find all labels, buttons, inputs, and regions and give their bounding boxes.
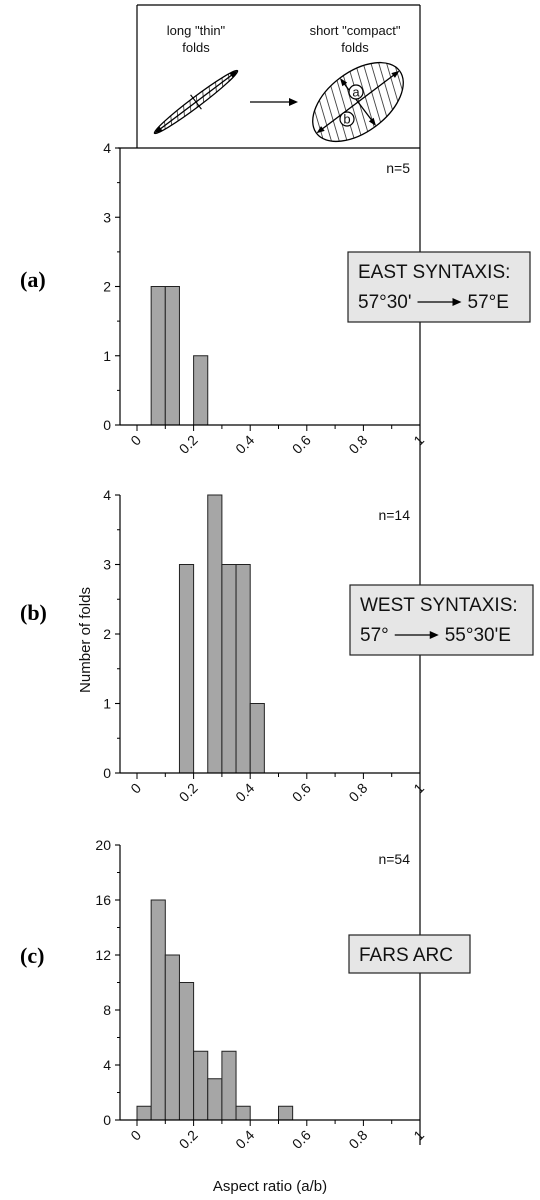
bar-3-8 <box>235 1105 251 1121</box>
panel-1: 0 1 2 3 4 0 0.2 0.4 0.6 0.8 1 n=5 (a) EAST SYNTAXIS: 5… <box>20 140 531 457</box>
x-tick-label: 0.8 <box>345 432 370 457</box>
bar-3-1 <box>136 1105 152 1121</box>
y-tick-label: 2 <box>103 279 111 295</box>
marker-b-label: b <box>343 112 350 127</box>
y-tick-label: 4 <box>103 487 111 503</box>
x-tick-label: 0.4 <box>232 432 257 457</box>
region-name: FARS ARC <box>359 945 453 966</box>
bar-3-4 <box>178 982 195 1121</box>
bar-3-5 <box>193 1050 209 1121</box>
x-tick-label: 0 <box>127 780 144 797</box>
y-tick-label: 0 <box>103 417 111 433</box>
bar-2-4 <box>221 564 237 774</box>
region-from: 57° <box>360 625 389 646</box>
inset-right-label-line1: short "compact" <box>310 23 401 38</box>
bar-3-2 <box>150 899 166 1121</box>
y-tick-label: 3 <box>103 209 111 225</box>
y-tick-label: 4 <box>103 140 111 156</box>
x-tick-label: 0.4 <box>232 1127 257 1152</box>
inset-left-label-line1: long "thin" <box>167 23 226 38</box>
region-arrowhead-icon <box>452 298 462 306</box>
x-tick-label: 1 <box>410 1127 427 1144</box>
y-tick-label: 20 <box>95 837 111 853</box>
region-box <box>347 251 531 323</box>
region-from: 57°30' <box>358 292 412 313</box>
panel-letter: (b) <box>20 600 47 625</box>
region-box <box>348 934 471 974</box>
bar-2-5 <box>235 564 251 774</box>
x-tick-label: 1 <box>410 432 427 449</box>
region-box <box>349 584 534 656</box>
sample-size-label: n=54 <box>378 851 410 867</box>
panel-letter: (c) <box>20 943 44 968</box>
sample-size-label: n=14 <box>378 507 410 523</box>
y-tick-label: 0 <box>103 1112 111 1128</box>
y-tick-label: 0 <box>103 765 111 781</box>
x-tick-label: 0.6 <box>289 780 314 805</box>
inset-left-label-line2: folds <box>182 40 210 55</box>
inset-arrow-icon <box>250 98 298 106</box>
x-tick-label: 0.2 <box>176 780 201 805</box>
y-tick-label: 8 <box>103 1002 111 1018</box>
region-to: 57°E <box>468 292 509 313</box>
x-tick-label: 0.8 <box>345 1127 370 1152</box>
inset-illustration: long "thin" folds short "compact" folds <box>151 23 417 158</box>
bar-3-7 <box>221 1050 237 1121</box>
bar-3-6 <box>207 1078 223 1121</box>
marker-a-circle <box>348 84 364 100</box>
x-tick-label: 0 <box>127 432 144 449</box>
y-tick-label: 1 <box>103 348 111 364</box>
y-tick-label: 12 <box>95 947 111 963</box>
region-to: 55°30'E <box>445 625 511 646</box>
x-tick-label: 0.4 <box>232 780 257 805</box>
bar-2-3 <box>207 494 223 774</box>
y-tick-label: 2 <box>103 626 111 642</box>
panel-3: 0 4 8 12 16 20 0 0.2 0.4 0.6 0.8 1 n=54 (c) FARS ARC <box>20 837 471 1152</box>
y-tick-label: 3 <box>103 557 111 573</box>
x-tick-label: 0 <box>127 1127 144 1144</box>
thin-fold-ellipse-icon <box>151 66 239 138</box>
y-tick-label: 16 <box>95 892 111 908</box>
x-tick-label: 0.8 <box>345 780 370 805</box>
x-tick-label: 1 <box>410 780 427 797</box>
marker-a-label: a <box>352 85 360 100</box>
x-tick-label: 0.2 <box>176 432 201 457</box>
y-axis-title: Number of folds <box>77 587 94 693</box>
bar-1-1 <box>150 286 166 426</box>
bar-2-1 <box>178 564 195 774</box>
bar-3-3 <box>164 954 180 1121</box>
bar-2-6 <box>249 703 265 774</box>
bar-1-2 <box>164 286 180 426</box>
sample-size-label: n=5 <box>386 160 410 176</box>
x-tick-label: 0.6 <box>289 432 314 457</box>
y-tick-label: 4 <box>103 1057 111 1073</box>
region-name: EAST SYNTAXIS: <box>358 262 510 283</box>
panel-letter: (a) <box>20 267 46 292</box>
bar-1-4 <box>193 355 209 426</box>
marker-b-circle <box>339 111 355 127</box>
y-tick-label: 1 <box>103 696 111 712</box>
x-axis-title: Aspect ratio (a/b) <box>213 1178 327 1195</box>
bar-3-11 <box>278 1105 294 1121</box>
panel-2: 0 1 2 3 4 0 0.2 0.4 0.6 0.8 1 n=14 (b) WEST SYNTAXIS:… <box>20 487 534 805</box>
x-tick-label: 0.6 <box>289 1127 314 1152</box>
region-name: WEST SYNTAXIS: <box>360 595 518 616</box>
inset-right-label-line2: folds <box>341 40 369 55</box>
region-arrowhead-icon <box>429 631 439 639</box>
x-tick-label: 0.2 <box>176 1127 201 1152</box>
